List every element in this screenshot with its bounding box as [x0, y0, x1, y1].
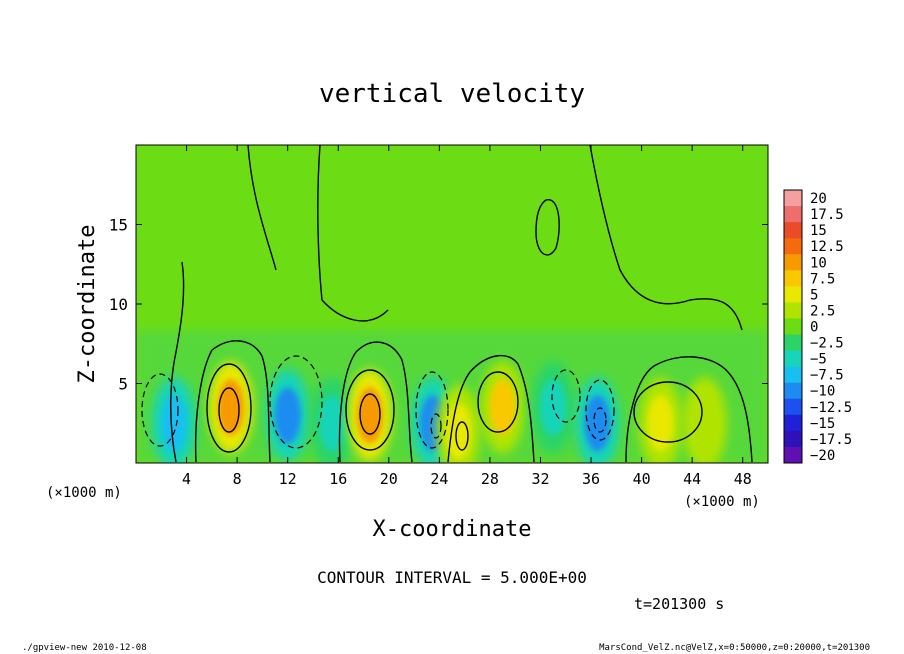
velocity-core-11: [691, 395, 718, 452]
colorbar-label: 5: [810, 287, 818, 303]
colorbar-swatch: [784, 302, 802, 319]
footer-right: MarsCond_VelZ.nc@VelZ,x=0:50000,z=0:2000…: [599, 643, 870, 653]
y-tick-label: 10: [109, 295, 128, 314]
contour-zero-line-c: [338, 341, 413, 463]
contour-zero-line-d: [447, 354, 535, 463]
contour-ring-a: [206, 363, 252, 453]
contour-ring-c: [477, 371, 519, 433]
x-tick-label: 12: [279, 470, 297, 488]
colorbar-label: 10: [810, 255, 827, 271]
colorbar-label: −20: [810, 448, 835, 464]
x-axis-label: X-coordinate: [373, 517, 532, 542]
y-axis: 5 10 15: [109, 216, 768, 394]
velocity-core-2: [274, 387, 301, 444]
colorbar-label: 17.5: [810, 207, 844, 223]
contour-lines: [170, 145, 753, 463]
x-tick-label: 36: [582, 470, 600, 488]
colorbar-label: −12.5: [810, 400, 852, 416]
chart-title: vertical velocity: [319, 79, 585, 109]
contour-zero-line-e: [625, 356, 753, 463]
contour-negative-a: [141, 373, 179, 447]
y-tick-label: 5: [118, 375, 128, 394]
contour-ring-b: [345, 369, 395, 451]
colorbar-swatch: [784, 446, 802, 464]
x-tick-label: 32: [531, 470, 549, 488]
velocity-core-4: [356, 387, 383, 444]
x-tick-label: 16: [329, 470, 347, 488]
velocity-core-6: [445, 403, 472, 460]
colorbar-label: 15: [810, 223, 827, 239]
colorbar-swatch: [784, 366, 802, 384]
colorbar-swatch: [784, 430, 802, 448]
contour-negative-b: [269, 355, 323, 449]
velocity-core-7: [489, 379, 516, 436]
contour-negative-core-c: [430, 413, 442, 439]
x-tick-label: 48: [734, 470, 752, 488]
contour-ring-d: [633, 381, 703, 443]
velocity-core-9: [584, 395, 611, 452]
contour-negative-d: [551, 369, 581, 423]
colorbar-swatch: [784, 222, 802, 239]
colorbar-label: −2.5: [810, 336, 844, 352]
contour-zero-line-b: [194, 340, 271, 463]
x-tick-label: 40: [633, 470, 651, 488]
colorbar-frame: [783, 189, 803, 464]
contour-negative-core-e: [593, 407, 607, 433]
x-tick-label: 8: [233, 470, 242, 488]
contour-zero-line-a: [170, 261, 185, 463]
colorbar-label: 2.5: [810, 303, 835, 319]
contour-core-b: [359, 393, 381, 435]
colorbar-swatch: [784, 334, 802, 352]
x-axis: 4 8 12 16 20 24 28 32 36 40 44 48: [182, 145, 752, 488]
colorbar-label: −10: [810, 384, 835, 400]
contour-dashed-lines: [141, 355, 615, 449]
x-unit-right: (×1000 m): [684, 494, 760, 510]
colorbar-swatch: [784, 382, 802, 400]
colorbar-swatch: [784, 254, 802, 271]
x-tick-label: 24: [430, 470, 448, 488]
colorbar-swatch: [784, 206, 802, 223]
contour-negative-e: [585, 379, 615, 441]
velocity-core-10: [647, 395, 674, 452]
contour-core-a: [218, 387, 240, 433]
footer-left: ./gpview-new 2010-12-08: [22, 643, 147, 653]
contour-interval-text: CONTOUR INTERVAL = 5.000E+00: [317, 568, 587, 587]
x-unit-left: (×1000 m): [46, 485, 122, 501]
x-tick-label: 4: [182, 470, 191, 488]
colorbar-label: 0: [810, 320, 818, 336]
colorbar-label: 12.5: [810, 239, 844, 255]
velocity-core-0: [160, 395, 187, 452]
contour-closed-upper: [535, 199, 560, 256]
colorbar-swatch: [784, 286, 802, 303]
colorbar-swatch: [784, 318, 802, 336]
colorbar-swatch: [784, 398, 802, 416]
colorbar-label: −7.5: [810, 368, 844, 384]
colorbar-swatch: [784, 190, 802, 207]
contour-ring-e: [455, 421, 469, 451]
colorbar-label: −5: [810, 352, 827, 368]
colorbar-swatch: [784, 350, 802, 368]
contour-zero-line-h: [247, 145, 277, 271]
colorbar-label: 20: [810, 191, 827, 207]
colorbar-swatch: [784, 238, 802, 255]
colorbar-swatch: [784, 414, 802, 432]
colorbar-label: 7.5: [810, 271, 835, 287]
colorbar-swatch: [784, 270, 802, 287]
x-tick-label: 28: [481, 470, 499, 488]
y-axis-label: Z-coordinate: [75, 225, 100, 384]
contour-negative-c: [415, 371, 449, 449]
velocity-core-3: [318, 395, 345, 452]
x-tick-label: 44: [683, 470, 701, 488]
colorbar-label: −17.5: [810, 432, 852, 448]
colorbar: 2017.51512.5107.552.50−2.5−5−7.5−10−12.5…: [783, 189, 852, 464]
time-label: t=201300 s: [634, 595, 724, 613]
plot-area: [136, 145, 768, 463]
y-tick-label: 15: [109, 216, 128, 235]
colorbar-label: −15: [810, 416, 835, 432]
contour-zero-line-f: [589, 145, 743, 331]
x-tick-label: 20: [380, 470, 398, 488]
contour-zero-line-g: [317, 145, 389, 322]
